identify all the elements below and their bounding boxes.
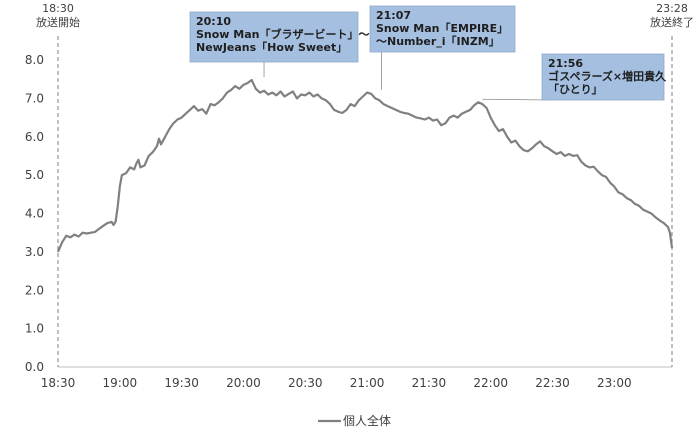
callout-text-line: 21:07	[376, 9, 411, 22]
callout-text-line: ～Number_i「INZM」	[376, 34, 500, 48]
y-tick-label: 5.0	[25, 168, 44, 182]
y-tick-label: 4.0	[25, 207, 44, 221]
callout-text-line: 21:56	[548, 57, 583, 70]
series-line-kojin-zentai	[56, 78, 674, 253]
y-axis-labels: 0.0 1.0 2.0 3.0 4.0 5.0 6.0 7.0 8.0	[25, 53, 44, 374]
y-tick-label: 6.0	[25, 130, 44, 144]
legend-label: 個人全体	[343, 413, 391, 428]
start-marker-time: 18:30	[42, 2, 74, 15]
x-tick-label: 22:30	[535, 376, 570, 390]
callout-text-line: Snow Man「EMPIRE」	[376, 21, 508, 35]
callout-box	[189, 11, 359, 63]
callout-box	[369, 5, 516, 53]
callout-text-line: 20:10	[196, 15, 231, 28]
end-marker-label: 放送終了	[650, 15, 694, 29]
x-tick-label: 19:00	[103, 376, 138, 390]
y-tick-label: 0.0	[25, 360, 44, 374]
x-tick-label: 21:30	[412, 376, 447, 390]
callout-box	[541, 53, 665, 101]
legend: 個人全体	[318, 413, 391, 428]
callout-text-line: Snow Man「ブラザービート」～	[196, 27, 370, 41]
x-tick-label: 21:00	[350, 376, 385, 390]
callout-leader	[482, 98, 551, 101]
x-tick-label: 18:30	[41, 376, 76, 390]
callout-text-line: NewJeans「How Sweet」	[196, 40, 347, 54]
x-axis-labels: 18:30 19:00 19:30 20:00 20:30 21:00 21:30 22:00…	[41, 376, 632, 390]
callout-text-line: 「ひとり」	[548, 82, 603, 96]
end-marker-time: 23:28	[656, 2, 688, 15]
x-tick-label: 19:30	[164, 376, 199, 390]
y-tick-label: 3.0	[25, 245, 44, 259]
y-tick-label: 8.0	[25, 53, 44, 67]
y-tick-label: 7.0	[25, 91, 44, 105]
x-tick-label: 23:00	[597, 376, 632, 390]
callout-text-line: ゴスペラーズ×増田貴久	[548, 69, 667, 83]
x-tick-label: 22:00	[473, 376, 508, 390]
x-tick-label: 20:30	[288, 376, 323, 390]
x-tick-label: 20:00	[226, 376, 261, 390]
y-tick-label: 2.0	[25, 283, 44, 297]
y-tick-label: 1.0	[25, 322, 44, 336]
start-marker-label: 放送開始	[36, 15, 80, 29]
